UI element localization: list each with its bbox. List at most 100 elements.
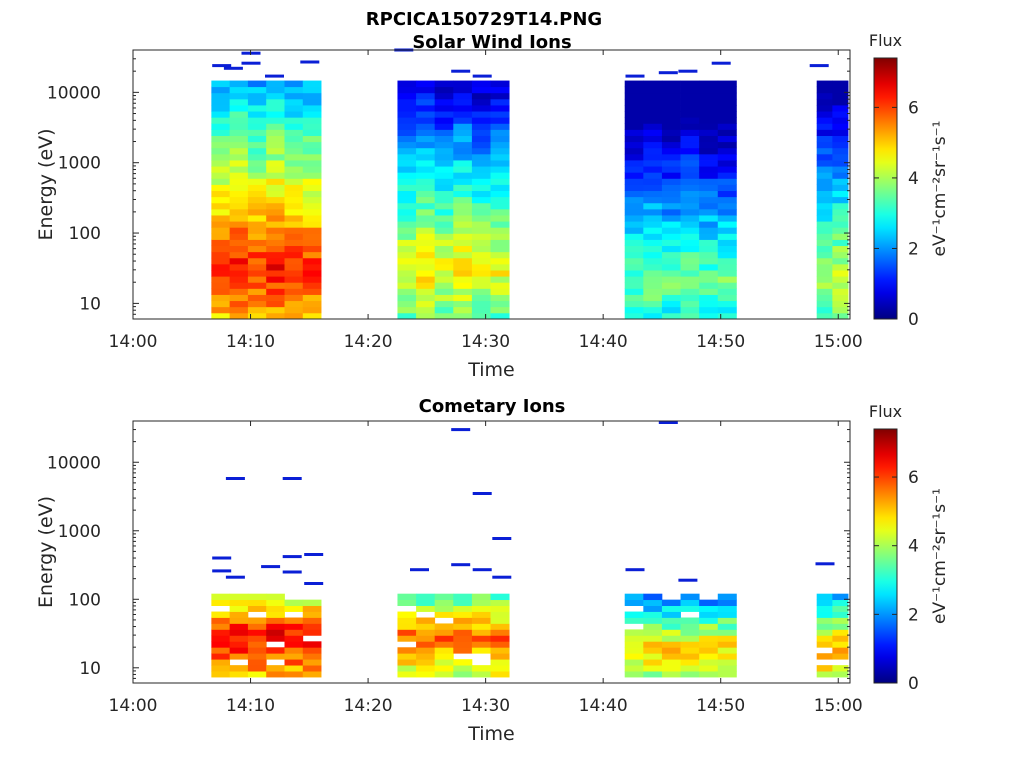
heatmap-cell: [284, 647, 304, 654]
heatmap-cell: [284, 251, 304, 259]
heatmap-cell: [211, 166, 231, 173]
heatmap-cell: [471, 123, 491, 130]
heatmap-cell: [490, 215, 510, 222]
heatmap-cell: [266, 647, 285, 654]
x-tick-label: 14:40: [579, 332, 628, 352]
heatmap-cell: [832, 233, 849, 240]
heatmap-cell: [416, 227, 436, 234]
heatmap-cell: [471, 671, 491, 678]
heatmap-cell: [680, 245, 700, 253]
heatmap-cell: [680, 221, 700, 228]
heatmap-cell: [229, 665, 249, 672]
heatmap-cell: [832, 202, 849, 210]
heatmap-cell: [229, 135, 249, 143]
heatmap-cell: [490, 641, 510, 648]
heatmap-cell: [397, 306, 417, 314]
heatmap-cell: [266, 178, 285, 185]
heatmap-cell: [229, 629, 249, 636]
heatmap-cell: [229, 184, 249, 192]
heatmap-cell: [247, 599, 267, 606]
heatmap-cell: [284, 659, 304, 666]
heatmap-cell: [453, 312, 473, 320]
heatmap-cell: [284, 227, 304, 234]
heatmap-cell: [717, 647, 737, 654]
heatmap-cell: [680, 635, 700, 642]
heatmap-cell: [832, 251, 849, 259]
heatmap-cell: [832, 263, 849, 271]
heatmap-cell: [490, 593, 510, 601]
heatmap-cell: [397, 160, 417, 167]
heatmap-cell: [717, 605, 737, 612]
heatmap-cell: [832, 105, 849, 112]
heatmap-cell: [453, 166, 473, 173]
heatmap-cell: [717, 257, 737, 265]
heatmap-cell: [284, 276, 304, 283]
heatmap-cell: [699, 86, 719, 94]
heatmap-cell: [302, 80, 322, 88]
heatmap-cell: [661, 671, 681, 678]
colorbar-gradient: [873, 57, 898, 320]
heatmap-cell: [490, 233, 510, 240]
heatmap-cell: [247, 190, 267, 198]
heatmap-cell: [699, 257, 719, 265]
heatmap-cell: [661, 92, 681, 100]
heatmap-cell: [284, 98, 304, 106]
heatmap-cell: [471, 196, 491, 204]
heatmap-cell: [302, 659, 322, 666]
heatmap-cell: [471, 160, 491, 167]
heatmap-cell: [661, 233, 681, 240]
heatmap-cell: [453, 605, 473, 612]
heatmap-cell: [832, 166, 849, 173]
heatmap-cell: [816, 245, 833, 253]
heatmap-cell: [816, 166, 833, 173]
plot-frame: [132, 49, 851, 320]
heatmap-cell: [643, 671, 663, 678]
heatmap-cell: [680, 111, 700, 118]
heatmap-cell: [816, 294, 833, 302]
heatmap-cell: [643, 653, 663, 660]
y-axis-label: Energy (eV): [35, 128, 57, 240]
colorbar-tick-label: 0: [908, 674, 919, 694]
heatmap-cell: [661, 184, 681, 192]
heatmap-cell: [661, 647, 681, 654]
heatmap-cell: [643, 160, 663, 167]
heatmap-cell: [416, 190, 436, 198]
heatmap-cell: [471, 599, 491, 606]
heatmap-cell: [643, 147, 663, 155]
heatmap-cell: [699, 294, 719, 302]
heatmap-cell: [211, 141, 231, 149]
heatmap-cell: [680, 160, 700, 167]
heatmap-cell: [397, 593, 417, 601]
colorbar-label: Flux: [869, 31, 902, 50]
heatmap-cell: [211, 257, 231, 265]
x-tick-label: 14:20: [344, 696, 393, 716]
heatmap-cell: [661, 227, 681, 234]
heatmap-cell: [680, 257, 700, 265]
heatmap-cell: [717, 653, 737, 660]
heatmap-cell: [453, 129, 473, 136]
heatmap-cell: [453, 641, 473, 648]
heatmap-cell: [302, 617, 322, 624]
heatmap-cell: [302, 86, 322, 94]
heatmap-cell: [832, 208, 849, 216]
heatmap-cell: [680, 251, 700, 259]
heatmap-cell: [699, 153, 719, 161]
heatmap-cell: [302, 605, 322, 612]
panel-solar-wind-ions: 14:00 14:10 14:20 14:30 14:40 14:50 15:00 Time 1…: [35, 31, 950, 381]
heatmap-cell: [266, 215, 285, 222]
heatmap-cell: [434, 92, 454, 100]
heatmap-cell: [471, 294, 491, 302]
high-energy-mark: [410, 568, 429, 572]
heatmap-cell: [416, 593, 436, 601]
heatmap-cell: [397, 172, 417, 179]
heatmap-cell: [229, 147, 249, 155]
heatmap-cell: [416, 80, 436, 88]
heatmap-cell: [661, 629, 681, 636]
heatmap-cell: [471, 233, 491, 240]
heatmap-cell: [490, 178, 510, 185]
colorbar-tick-label: 2: [908, 605, 919, 625]
heatmap-cell: [680, 141, 700, 149]
heatmap-cell: [624, 123, 644, 130]
heatmap-cell: [490, 153, 510, 161]
heatmap-cell: [490, 111, 510, 118]
